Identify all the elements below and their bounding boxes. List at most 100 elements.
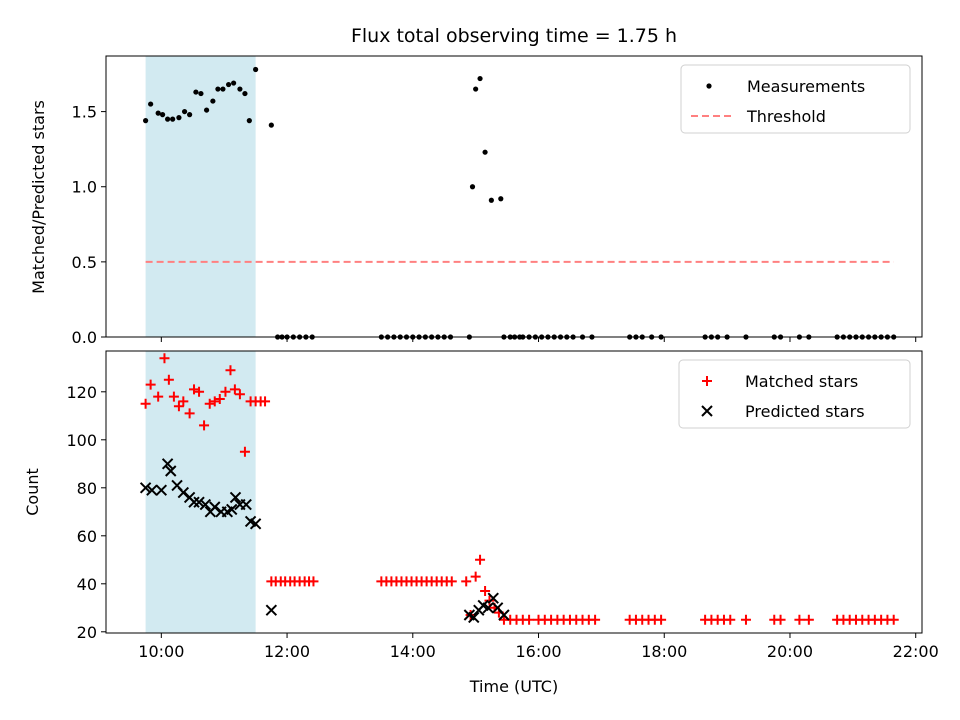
measurement-point (253, 66, 259, 73)
count-panel: 20 40 60 80 100 120 10:00 12:00 14:00 16:00 18:00 2… (66, 350, 939, 661)
measurement-point (242, 90, 248, 97)
measurement-point (473, 86, 479, 92)
legend-measurement-swatch (706, 83, 712, 89)
predicted-point (265, 604, 278, 616)
predicted-point (468, 611, 480, 624)
measurement-point (148, 101, 154, 107)
predicted-point (498, 609, 510, 621)
measurement-point (231, 80, 237, 86)
ratio-shaded-span (145, 56, 256, 337)
matched-point (475, 554, 486, 565)
ratio-panel: 0.0 0.5 1.0 1.5 Measurements Threshold (72, 55, 923, 347)
legend-label: Measurements (747, 77, 865, 96)
measurement-point (155, 110, 161, 116)
measurement-point (181, 108, 188, 115)
matched-point (163, 374, 174, 385)
predicted-point (146, 484, 158, 496)
x-tick-label: 20:00 (767, 642, 813, 661)
legend-label: Threshold (746, 107, 826, 126)
predicted-point (249, 518, 262, 530)
legend-matched-swatch (702, 376, 712, 386)
predicted-point (139, 482, 152, 494)
ratio-y-tick-label: 1.0 (72, 178, 97, 197)
ratio-y-axis-label: Matched/Predicted stars (29, 100, 48, 294)
matched-point (209, 396, 220, 407)
ratio-y-tick-label: 1.5 (72, 103, 97, 122)
x-tick-label: 12:00 (264, 642, 310, 661)
matched-point (140, 398, 151, 409)
chart-title: Flux total observing time = 1.75 h (351, 25, 677, 47)
x-tick-label: 22:00 (893, 642, 939, 661)
count-y-tick-label: 60 (77, 527, 97, 546)
matched-point (153, 391, 164, 402)
count-plot-frame (105, 350, 923, 634)
matched-point (204, 398, 215, 409)
matched-point (775, 614, 786, 625)
matched-point (524, 614, 535, 625)
matched-point (803, 614, 814, 625)
count-y-tick-label: 100 (66, 431, 97, 450)
x-axis-label: Time (UTC) (469, 677, 558, 696)
matched-point (470, 571, 481, 582)
measurement-point (193, 89, 199, 95)
matched-point (199, 420, 210, 431)
count-y-tick-label: 40 (77, 575, 97, 594)
predicted-point (193, 496, 205, 508)
measurement-point (477, 75, 483, 82)
matched-point (178, 396, 189, 407)
predicted-point (161, 458, 174, 470)
count-legend (678, 359, 911, 429)
measurement-point (498, 196, 504, 202)
matched-point (173, 401, 184, 412)
predicted-point (482, 602, 494, 614)
measurement-point (469, 184, 476, 190)
matched-point (480, 586, 491, 596)
measurement-point (246, 118, 252, 124)
predicted-point (209, 501, 221, 513)
matched-point (260, 396, 271, 407)
predicted-point (226, 503, 238, 516)
legend-predicted-swatch (701, 405, 713, 417)
predicted-point (240, 498, 252, 511)
count-y-tick-label: 80 (77, 479, 97, 498)
x-tick-label: 18:00 (641, 642, 687, 661)
count-series-2 (139, 458, 510, 624)
ratio-legend (680, 64, 911, 134)
predicted-point (177, 486, 190, 499)
matched-point (189, 384, 200, 395)
ratio-y-tick-label: 0.5 (72, 253, 97, 272)
matched-point (194, 386, 205, 397)
matched-point (740, 614, 751, 625)
count-y-tick-label: 20 (77, 623, 97, 642)
x-tick-label: 14:00 (390, 642, 436, 661)
x-tick-label: 10:00 (138, 642, 184, 661)
measurement-point (165, 116, 171, 122)
measurement-point (225, 81, 232, 88)
measurement-point (143, 118, 149, 124)
matched-point (214, 394, 225, 404)
measurement-point (159, 112, 166, 118)
matched-point (239, 446, 250, 457)
predicted-point (229, 491, 242, 504)
measurement-point (237, 86, 243, 92)
matched-point (656, 614, 667, 625)
matched-point (225, 365, 236, 376)
x-tick-label: 16:00 (515, 642, 561, 661)
measurement-point (488, 197, 494, 203)
measurement-point (176, 115, 182, 121)
matched-point (234, 389, 245, 400)
predicted-point (155, 484, 168, 496)
matched-point (794, 614, 805, 625)
matched-point (159, 353, 170, 364)
measurement-point (220, 86, 226, 92)
count-series-1 (140, 353, 899, 625)
legend-label: Matched stars (745, 372, 858, 391)
matched-point (888, 614, 899, 625)
predicted-point (165, 465, 177, 477)
measurement-point (203, 107, 210, 113)
ratio-plot-frame (105, 55, 923, 338)
measurement-point (482, 149, 488, 155)
ratio-y-tick-label: 0.0 (72, 328, 97, 347)
measurement-point (268, 122, 274, 128)
